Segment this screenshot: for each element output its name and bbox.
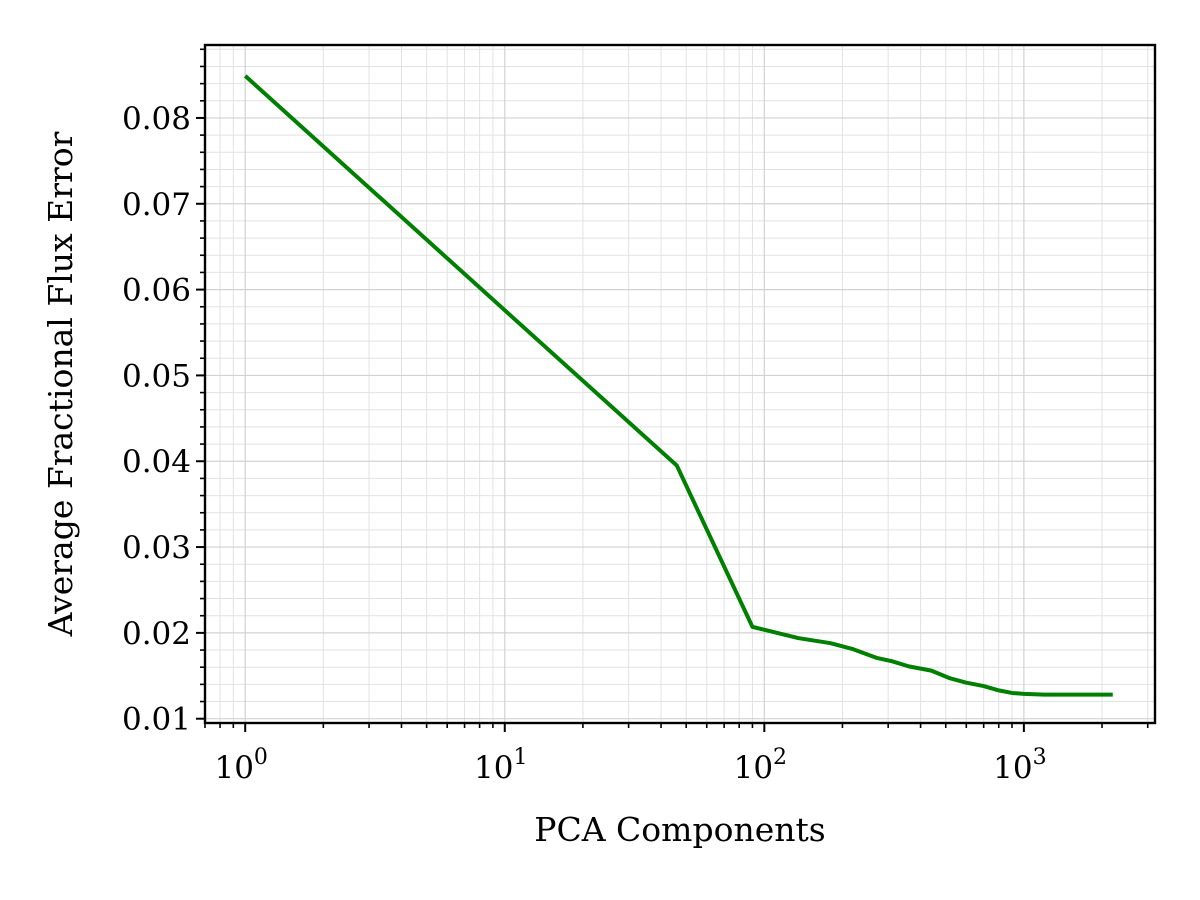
tick-marks bbox=[196, 48, 1149, 732]
y-tick-label: 0.01 bbox=[122, 702, 191, 738]
plot-frame bbox=[203, 43, 1157, 725]
series-line bbox=[243, 74, 1113, 697]
y-tick-labels: 0.01 0.02 0.03 0.04 0.05 0.06 0.07 0.08 bbox=[122, 101, 191, 738]
y-tick-label: 0.07 bbox=[122, 187, 191, 223]
major-grid bbox=[205, 45, 1155, 723]
y-tick-label: 0.05 bbox=[122, 358, 191, 394]
x-tick-label: 100 bbox=[214, 745, 267, 786]
y-tick-label: 0.04 bbox=[122, 444, 191, 480]
y-tick-label: 0.08 bbox=[122, 101, 191, 137]
y-axis-title: Average Fractional Flux Error bbox=[41, 131, 80, 637]
series-layer bbox=[243, 74, 1113, 697]
y-tick-label: 0.02 bbox=[122, 616, 191, 652]
x-tick-label: 102 bbox=[734, 745, 787, 786]
x-tick-label: 101 bbox=[474, 745, 527, 786]
y-tick-label: 0.03 bbox=[122, 530, 191, 566]
minor-grid bbox=[204, 45, 1155, 723]
y-tick-label: 0.06 bbox=[122, 273, 191, 309]
x-tick-labels: 100 101 102 103 bbox=[214, 745, 1046, 786]
x-tick-label: 103 bbox=[993, 745, 1046, 786]
x-axis-title: PCA Components bbox=[534, 810, 825, 849]
